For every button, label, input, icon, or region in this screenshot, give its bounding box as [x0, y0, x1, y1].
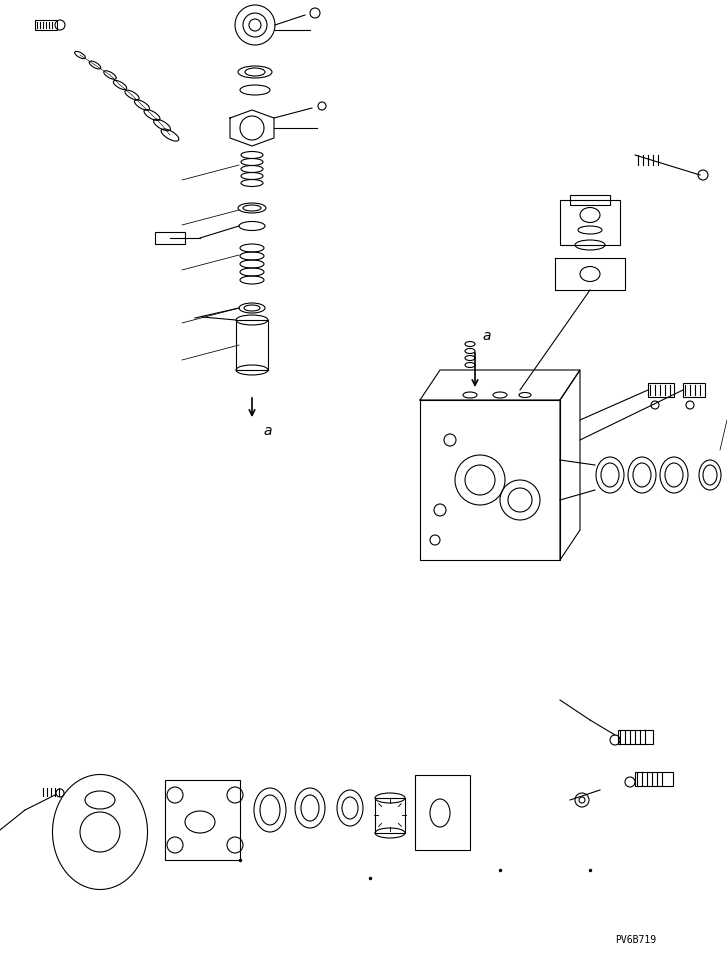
Bar [35, 20, 57, 30]
Bar [560, 200, 620, 245]
Bar [420, 400, 560, 560]
Bar [165, 780, 240, 860]
Bar [648, 383, 674, 397]
Bar [570, 195, 610, 205]
Bar [683, 383, 705, 397]
Text: a: a [482, 329, 491, 343]
Bar [236, 320, 268, 370]
Text: PV6B719: PV6B719 [615, 935, 656, 945]
Bar [635, 772, 673, 786]
Text: a: a [263, 424, 271, 438]
Bar [415, 775, 470, 850]
Bar [375, 798, 405, 833]
Bar [618, 730, 653, 744]
Bar [155, 232, 185, 244]
